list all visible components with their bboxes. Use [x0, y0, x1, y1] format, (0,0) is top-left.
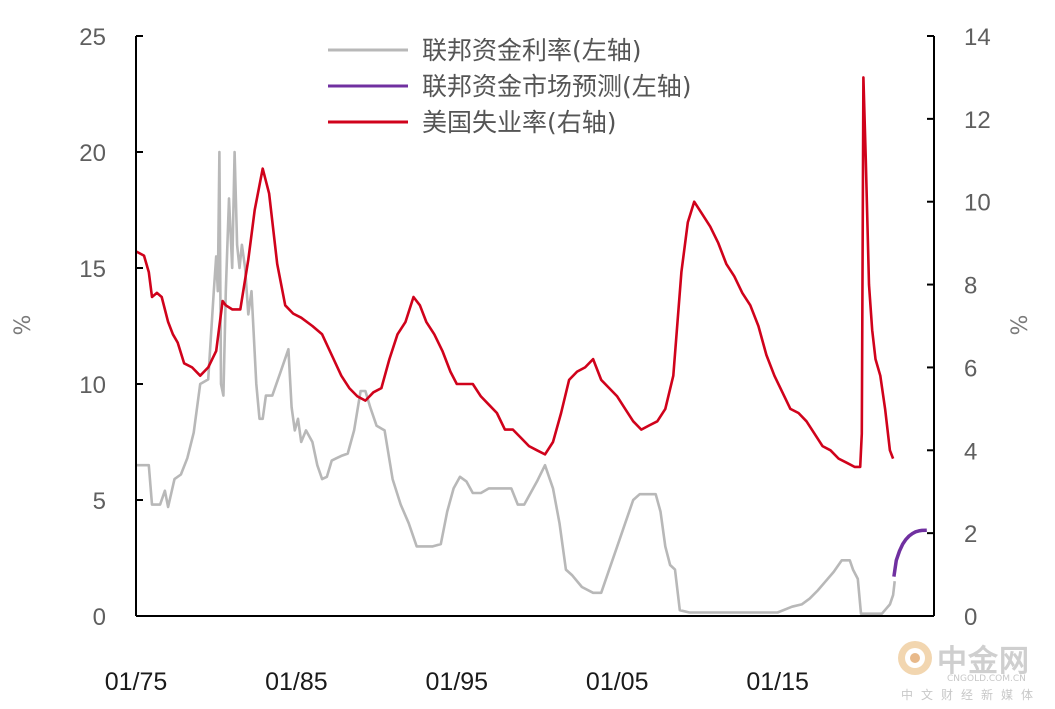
x-tick-label: 01/15	[746, 668, 809, 696]
y-left-tick-label: 20	[79, 140, 106, 167]
y-right-tick-label: 2	[964, 521, 977, 548]
legend-label-market-forecast: 联邦资金市场预测(左轴)	[422, 72, 692, 101]
y-left-tick-label: 0	[93, 604, 106, 631]
y-left-tick-label: 10	[79, 372, 106, 399]
y-right-tick-label: 12	[964, 107, 991, 134]
cngold-logo-icon	[898, 641, 932, 675]
y-right-tick-label: 10	[964, 190, 991, 217]
y-right-tick-label: 6	[964, 355, 977, 382]
watermark-tagline: 中文财经新媒体	[901, 688, 1042, 702]
y-axis-right-label: %	[1008, 315, 1033, 336]
x-tick-label: 01/85	[265, 668, 328, 696]
watermark: 中金网 CNGOLD.COM.CN 中文财经新媒体	[893, 634, 1053, 704]
y-right-tick-label: 0	[964, 604, 977, 631]
legend-label-fed-funds: 联邦资金利率(左轴)	[422, 36, 642, 65]
y-right-tick-label: 8	[964, 273, 977, 300]
series-line-unemployment	[135, 76, 895, 469]
y-left-tick-label: 15	[79, 256, 106, 283]
y-left-tick-label: 25	[79, 24, 106, 51]
legend-label-unemployment: 美国失业率(右轴)	[422, 108, 617, 137]
chart-legend: 联邦资金利率(左轴) 联邦资金市场预测(左轴) 美国失业率(右轴)	[328, 36, 692, 137]
y-right-tick-label: 4	[964, 438, 977, 465]
series-line-market-forecast	[892, 528, 927, 577]
y-axis-left-label: %	[11, 315, 36, 336]
y-left-tick-label: 5	[93, 488, 106, 515]
y-right-tick-label: 14	[964, 24, 991, 51]
watermark-brand: 中金网	[937, 644, 1030, 679]
series-line-fed-funds	[136, 150, 896, 616]
x-tick-label: 01/05	[586, 668, 649, 696]
x-tick-label: 01/75	[105, 668, 168, 696]
watermark-site: CNGOLD.COM.CN	[947, 674, 1026, 684]
x-tick-label: 01/95	[426, 668, 489, 696]
